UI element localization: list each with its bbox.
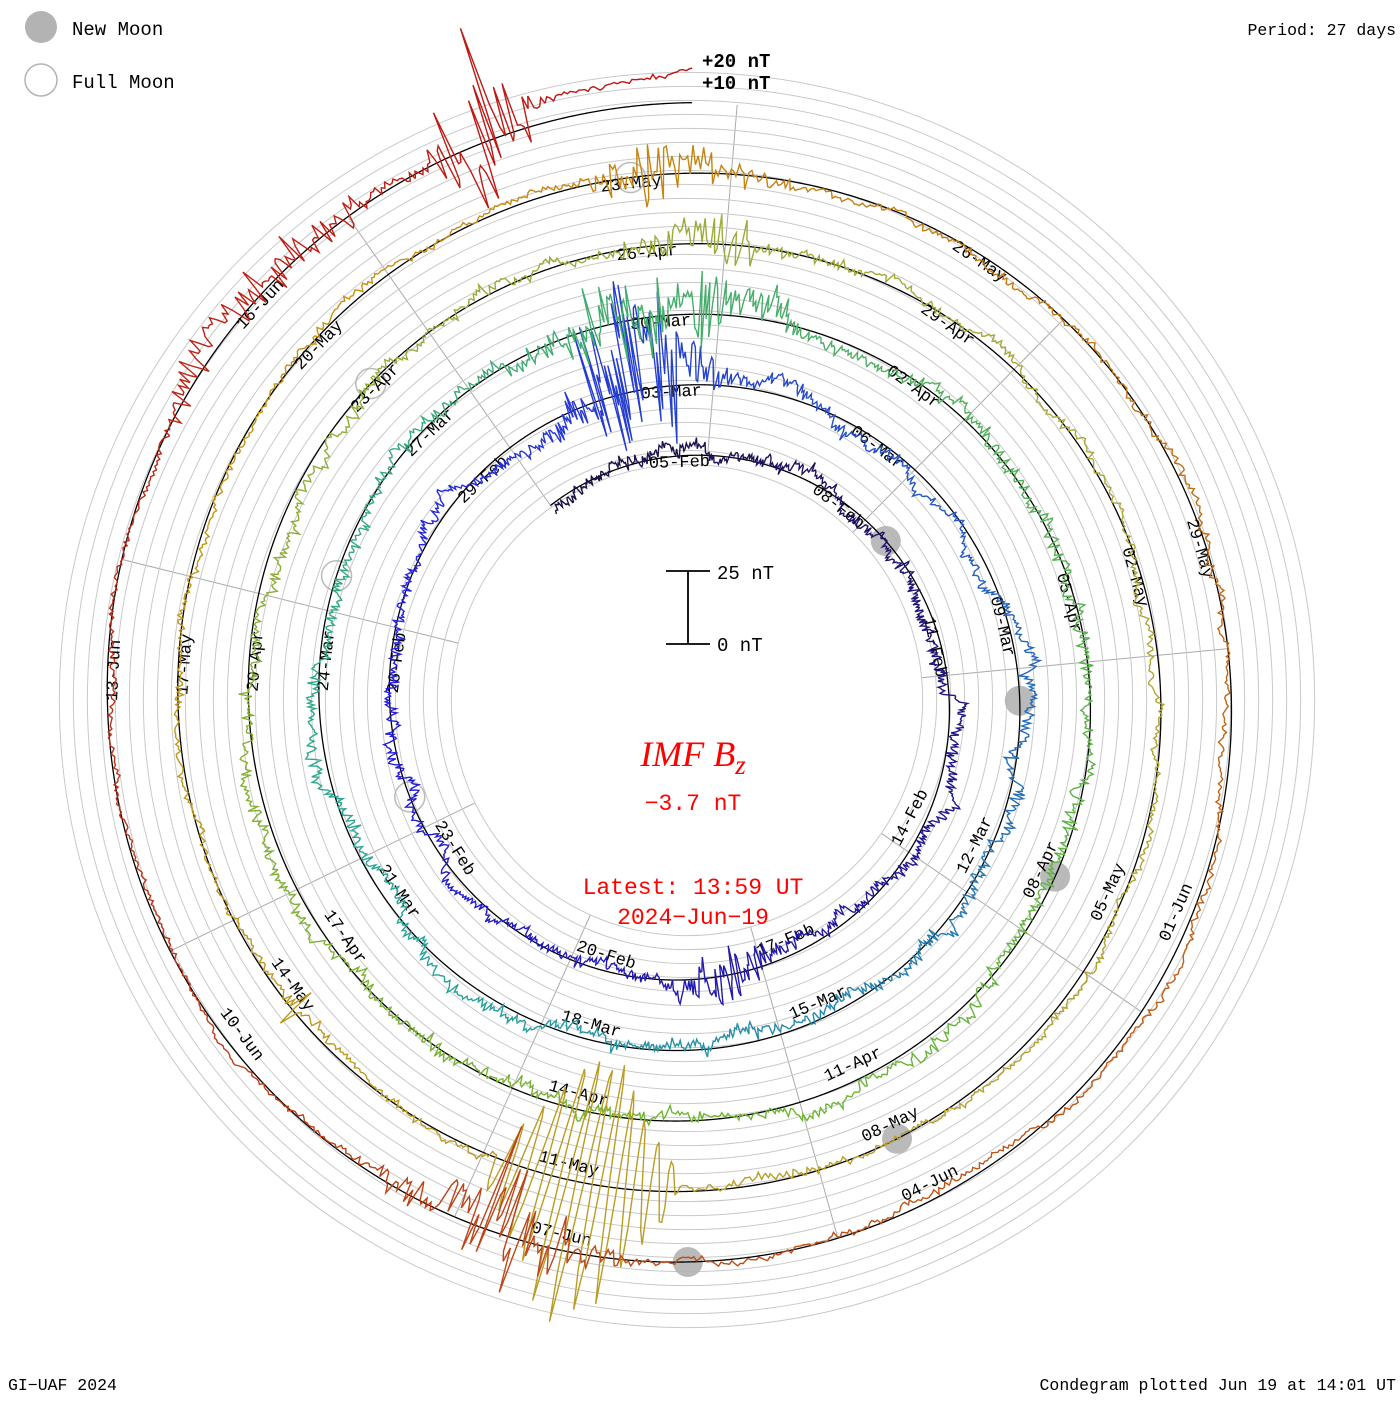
svg-text:2024−Jun−19: 2024−Jun−19	[617, 905, 769, 931]
svg-text:25 nT: 25 nT	[717, 563, 774, 585]
svg-text:Full Moon: Full Moon	[72, 72, 175, 94]
svg-text:GI−UAF 2024: GI−UAF 2024	[8, 1376, 117, 1395]
svg-text:Period: 27 days: Period: 27 days	[1247, 21, 1396, 40]
svg-text:+10 nT: +10 nT	[702, 73, 770, 95]
svg-text:New Moon: New Moon	[72, 19, 163, 41]
svg-text:−3.7 nT: −3.7 nT	[645, 791, 742, 817]
svg-text:Latest: 13:59 UT: Latest: 13:59 UT	[583, 875, 804, 901]
svg-text:+20 nT: +20 nT	[702, 51, 770, 73]
svg-text:0 nT: 0 nT	[717, 635, 763, 657]
svg-text:IMF Bz: IMF Bz	[639, 734, 746, 780]
svg-text:Condegram plotted Jun 19 at 14: Condegram plotted Jun 19 at 14:01 UT	[1040, 1376, 1397, 1395]
